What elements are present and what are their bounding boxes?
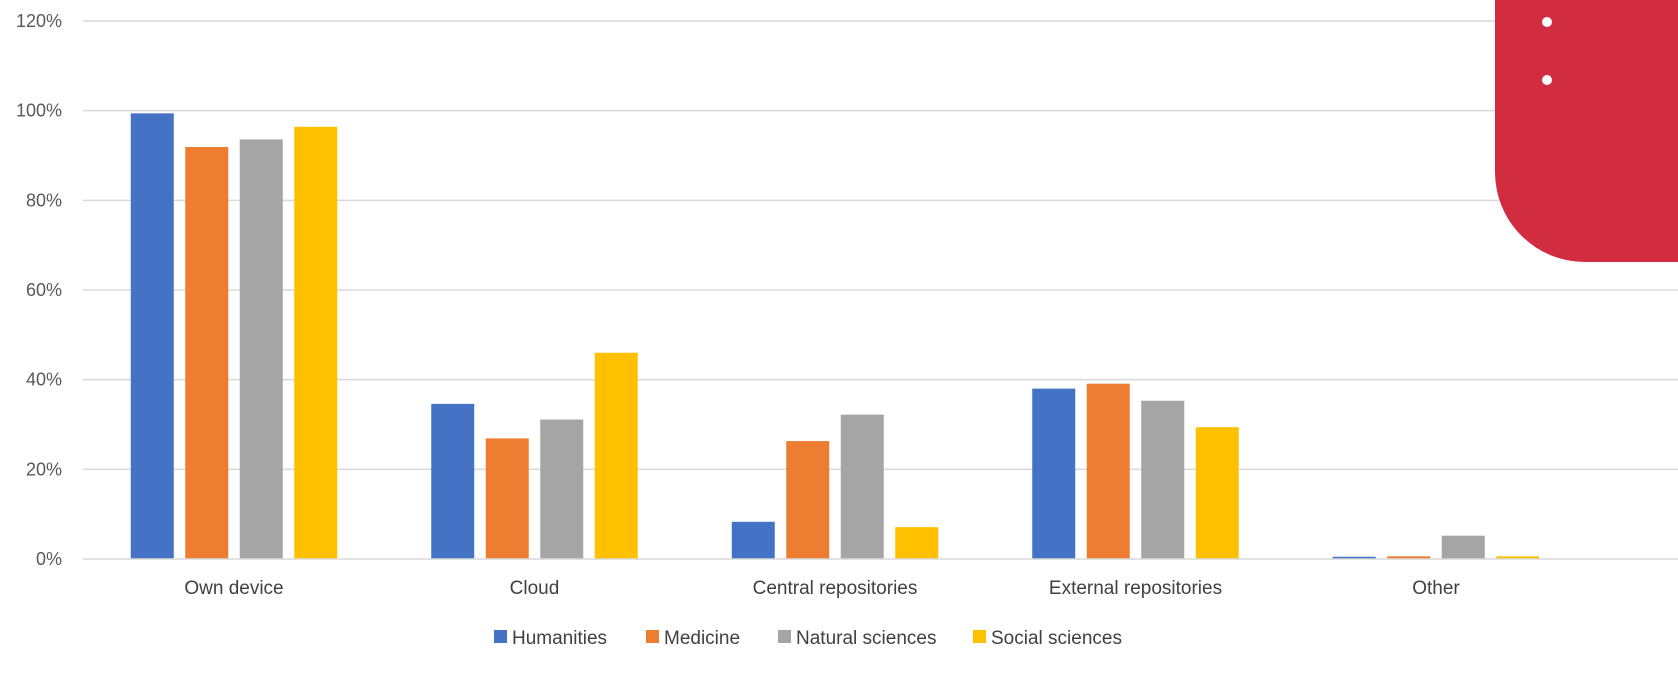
bar-social-sciences-other — [1496, 556, 1540, 559]
y-tick-label: 120% — [16, 11, 62, 31]
bar-medicine-central-repositories — [786, 441, 830, 559]
bar-humanities-external-repositories — [1032, 388, 1076, 559]
y-tick-label: 0% — [36, 549, 62, 569]
x-axis-category-labels: Own device Cloud Central repositories Exter… — [184, 578, 1460, 599]
x-category-label: Own device — [184, 578, 283, 599]
bar-social-sciences-cloud — [594, 352, 638, 559]
bar-humanities-cloud — [431, 403, 475, 559]
bar-natural-sciences-cloud — [540, 419, 584, 559]
corner-tab — [1495, 0, 1678, 262]
bar-natural-sciences-central-repositories — [840, 414, 884, 559]
bar-medicine-own-device — [185, 146, 229, 559]
legend-label: Medicine — [664, 628, 740, 649]
y-tick-label: 20% — [26, 459, 62, 479]
bullet-icon — [1542, 17, 1552, 27]
bar-natural-sciences-external-repositories — [1141, 400, 1185, 559]
y-tick-label: 40% — [26, 370, 62, 390]
legend-label: Natural sciences — [796, 628, 936, 649]
bar-medicine-external-repositories — [1086, 383, 1130, 559]
y-tick-label: 80% — [26, 190, 62, 210]
x-category-label: Central repositories — [753, 578, 918, 599]
legend-swatch — [494, 630, 507, 643]
legend-swatch — [778, 630, 791, 643]
gridlines — [83, 20, 1678, 471]
bars — [130, 113, 1540, 560]
bar-natural-sciences-other — [1441, 535, 1485, 559]
corner-tab-decoration — [1495, 0, 1678, 262]
legend: Humanities Medicine Natural sciences Social… — [494, 628, 1122, 649]
bar-social-sciences-external-repositories — [1195, 427, 1239, 559]
bar-medicine-cloud — [485, 438, 529, 559]
y-axis-tick-labels: 0% 20% 40% 60% 80% 100% 120% — [16, 11, 62, 569]
legend-swatch — [973, 630, 986, 643]
bar-humanities-central-repositories — [731, 521, 775, 559]
bar-social-sciences-central-repositories — [895, 527, 939, 559]
legend-label: Social sciences — [991, 628, 1122, 649]
x-category-label: Cloud — [510, 578, 560, 599]
y-tick-label: 60% — [26, 280, 62, 300]
legend-swatch — [646, 630, 659, 643]
bar-humanities-other — [1332, 556, 1376, 559]
x-category-label: Other — [1412, 578, 1460, 599]
bar-social-sciences-own-device — [294, 126, 338, 559]
legend-label: Humanities — [512, 628, 607, 649]
x-category-label: External repositories — [1049, 578, 1222, 599]
bar-medicine-other — [1387, 556, 1431, 559]
y-tick-label: 100% — [16, 101, 62, 121]
bar-natural-sciences-own-device — [239, 139, 283, 560]
bar-humanities-own-device — [130, 113, 174, 560]
bullet-icon — [1542, 75, 1552, 85]
